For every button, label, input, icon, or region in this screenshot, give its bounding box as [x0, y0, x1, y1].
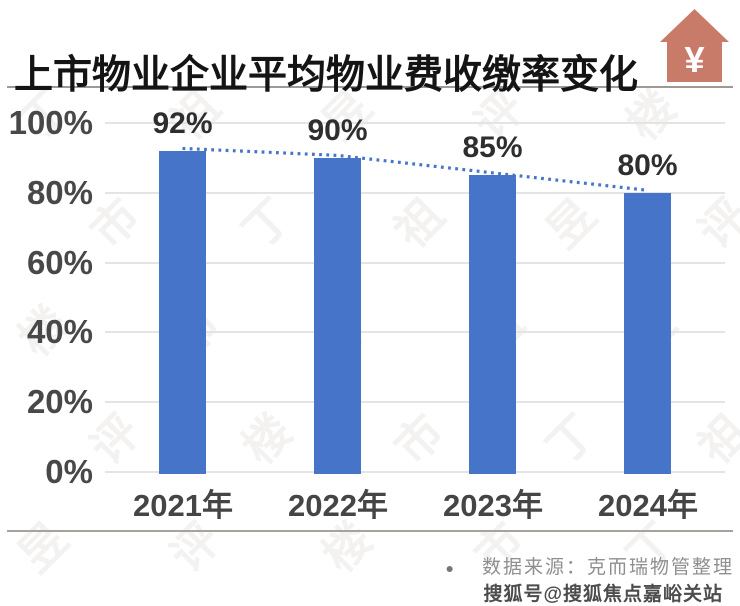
x-axis-label: 2023年 [443, 488, 543, 523]
x-axis-label: 2024年 [598, 488, 698, 523]
gridline [105, 471, 725, 473]
bar-value-label: 92% [152, 106, 213, 140]
bar-value-label: 85% [462, 131, 523, 165]
gridline [105, 331, 725, 334]
y-axis-label: 60% [26, 243, 93, 281]
watermark-sohu: 搜狐号@搜狐焦点嘉峪关站 [483, 584, 723, 605]
x-axis-label: 2022年 [288, 488, 388, 523]
yen-symbol: ¥ [684, 39, 704, 80]
page-title: 上市物业企业平均物业费收缴率变化 [14, 54, 639, 98]
bar [314, 157, 361, 474]
gridline [105, 261, 725, 264]
bar-value-label: 90% [307, 113, 368, 147]
title-divider [7, 86, 733, 88]
bar [159, 150, 206, 474]
house-yen-icon: ¥ [660, 9, 729, 82]
x-axis-label: 2021年 [133, 488, 233, 523]
source-text: 数据来源：克而瑞物管整理 [481, 557, 734, 578]
data-source: ● 数据来源：克而瑞物管整理 [446, 556, 734, 580]
footer-divider [7, 530, 733, 532]
y-axis-label: 0% [45, 453, 93, 490]
gridline [105, 401, 725, 404]
bar [469, 175, 516, 474]
bar [624, 192, 671, 474]
gridline [105, 191, 725, 194]
y-axis-label: 80% [26, 173, 93, 211]
bar-value-label: 80% [617, 148, 678, 182]
gridline [105, 122, 725, 124]
bullet-icon: ● [445, 560, 454, 576]
y-axis-label: 20% [26, 383, 93, 421]
y-axis-label: 100% [8, 104, 93, 141]
y-axis-label: 40% [26, 313, 93, 351]
